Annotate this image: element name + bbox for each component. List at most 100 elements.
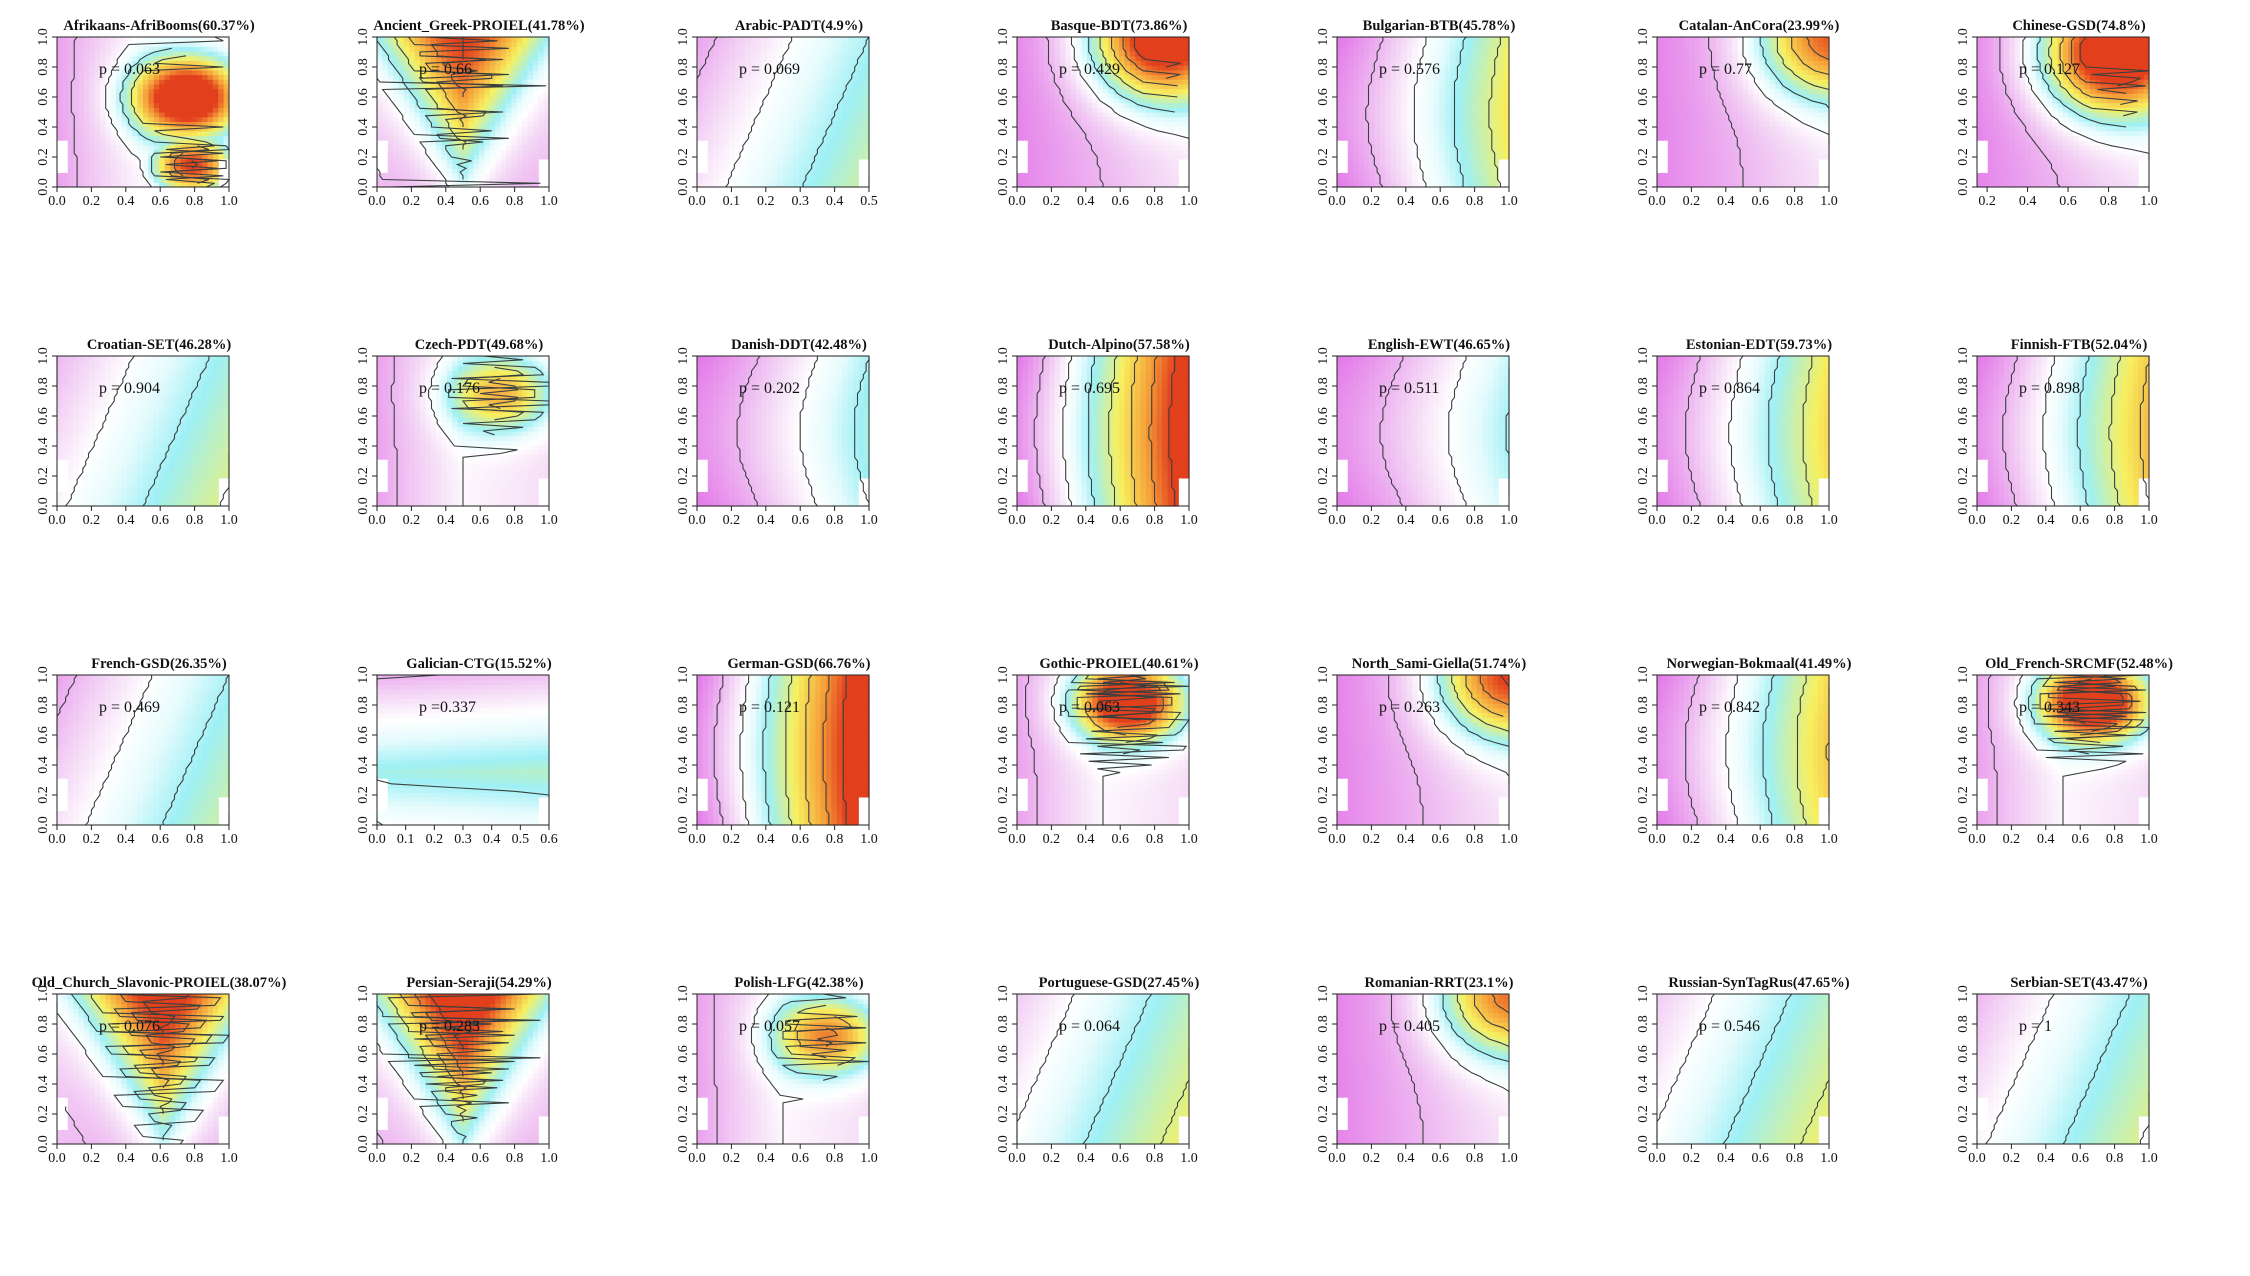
heat-cell (377, 65, 383, 71)
heat-cell (1401, 135, 1408, 141)
heat-cell (186, 107, 192, 113)
heat-cell (1466, 158, 1472, 165)
heat-cell (132, 112, 139, 118)
heat-cell (116, 69, 123, 76)
heat-cell (1124, 41, 1131, 47)
heat-cell (1369, 74, 1376, 80)
heat-cell (793, 46, 800, 52)
heat-cell (377, 116, 383, 122)
x-tick-label: 0.4 (1077, 194, 1095, 209)
heat-cell (212, 69, 219, 76)
heat-cell (116, 83, 123, 90)
heat-cell (1374, 102, 1381, 108)
heat-cell (1449, 177, 1456, 183)
heat-cell (393, 158, 400, 165)
heat-cell (1054, 60, 1061, 66)
heat-cell (1412, 79, 1419, 85)
heat-cell (212, 163, 219, 169)
heat-cell (863, 79, 870, 85)
heat-cell (1353, 177, 1360, 183)
heat-cell (756, 55, 763, 62)
heat-cell (1065, 69, 1072, 76)
heat-cell (191, 154, 198, 160)
heat-cell (826, 88, 832, 94)
x-tick-label: 0.2 (403, 194, 421, 209)
heat-cell (1135, 135, 1142, 141)
heat-cell (1455, 79, 1462, 85)
y-tick-label: 0.8 (676, 58, 691, 76)
heat-cell (1113, 93, 1120, 99)
heat-cell (1162, 37, 1169, 43)
heat-cell (847, 172, 854, 179)
heat-cell (1380, 112, 1386, 118)
heat-cell (1380, 135, 1386, 141)
heat-cell (1167, 154, 1174, 160)
heat-cell (1038, 69, 1045, 76)
heat-cell (1146, 102, 1152, 108)
heat-cell (1466, 177, 1472, 183)
heat-cell (826, 168, 832, 174)
heat-cell (804, 182, 811, 188)
heat-cell (212, 182, 219, 188)
heat-cell (218, 140, 225, 146)
heat-cell (729, 154, 736, 160)
heat-cell (815, 172, 822, 179)
heat-cell (83, 140, 90, 146)
heat-cell (196, 172, 203, 179)
heat-cell (1038, 37, 1045, 43)
heat-cell (772, 154, 779, 160)
heat-cell (100, 116, 106, 122)
heat-cell (804, 83, 811, 90)
heat-cell (500, 79, 507, 85)
heat-cell (1471, 79, 1478, 85)
heat-cell (1027, 102, 1034, 108)
heat-cell (479, 97, 486, 104)
heat-cell (479, 69, 486, 76)
heat-cell (1060, 144, 1066, 151)
heat-cell (1417, 97, 1424, 104)
heat-cell (1449, 149, 1456, 155)
heat-cell (132, 130, 139, 137)
heat-cell (89, 79, 96, 85)
heat-cell (506, 135, 512, 141)
heat-cell (1119, 182, 1126, 188)
heat-cell (772, 158, 779, 165)
heat-cell (511, 69, 518, 76)
heat-cell (1081, 51, 1088, 57)
heat-cell (132, 97, 139, 104)
heat-cell (89, 46, 96, 52)
heat-cell (772, 102, 779, 108)
heat-cell (527, 130, 534, 137)
heat-cell (543, 37, 550, 43)
heat-cell (100, 88, 106, 94)
heat-cell (1466, 126, 1472, 132)
heat-cell (1444, 121, 1451, 127)
heat-cell (729, 107, 736, 113)
heat-cell (1146, 65, 1152, 71)
heat-cell (1081, 107, 1088, 113)
heat-cell (425, 51, 432, 57)
chart-panel: Ancient_Greek-PROIEL(41.78%) 0.0 0.2 0.4 0.6… (320, 0, 638, 319)
heat-cell (57, 172, 63, 179)
heat-cell (740, 51, 746, 57)
heat-cell (1172, 74, 1179, 80)
heat-cell (1358, 121, 1365, 127)
heat-cell (756, 37, 763, 43)
heat-cell (1151, 144, 1158, 151)
heat-cell (1396, 93, 1403, 99)
heat-cell (1060, 102, 1066, 108)
heat-cell (756, 51, 763, 57)
heat-cell (1022, 182, 1029, 188)
heat-cell (414, 163, 421, 169)
heat-cell (110, 144, 117, 151)
heat-cell (852, 112, 859, 118)
heat-cell (1119, 172, 1126, 179)
heat-cell (409, 135, 416, 141)
heat-cell (697, 83, 703, 90)
heat-cell (761, 130, 768, 137)
heat-cell (723, 102, 730, 108)
heat-cell (1043, 46, 1050, 52)
heat-cell (436, 154, 443, 160)
heat-cell (788, 79, 795, 85)
heat-cell (430, 144, 437, 151)
